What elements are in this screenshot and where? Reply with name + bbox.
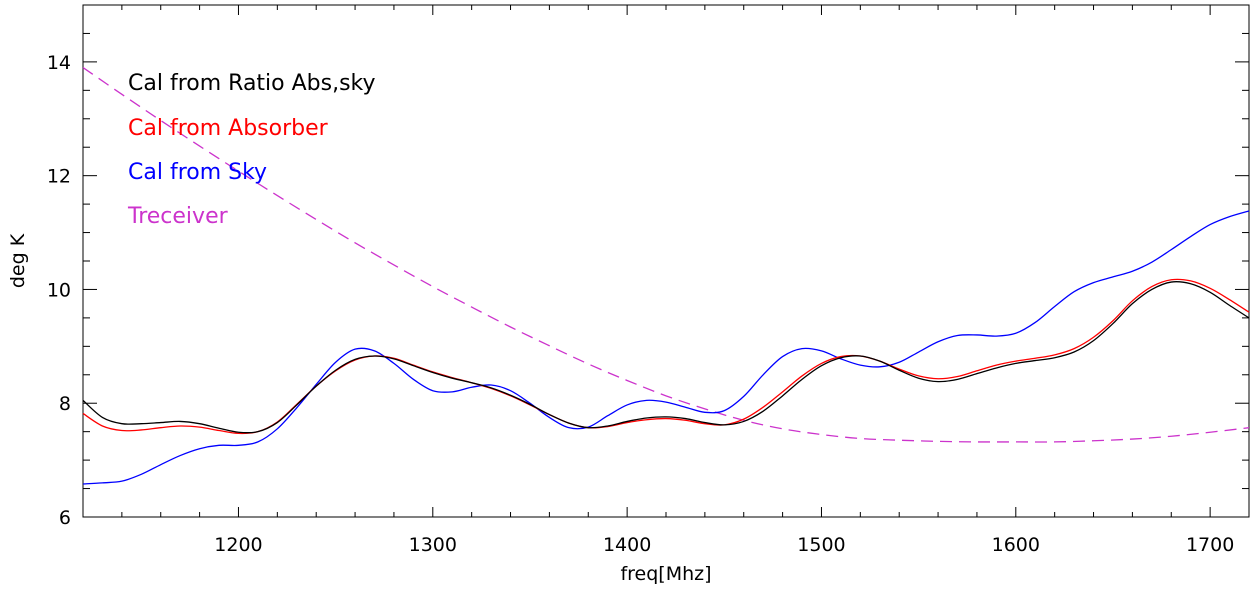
legend-label-cal-absorber: Cal from Absorber bbox=[128, 116, 329, 141]
series-line-cal-from-absorber bbox=[82, 278, 1250, 435]
plot-area: 1200 1300 1400 1500 1600 1700 6 8 10 12 14 bbox=[47, 4, 1250, 556]
series-layer bbox=[82, 67, 1250, 485]
x-tick-label: 1600 bbox=[992, 534, 1040, 556]
y-tick-label: 14 bbox=[47, 52, 71, 74]
legend-label-treceiver: Treceiver bbox=[127, 204, 229, 229]
legend: Cal from Ratio Abs,sky Cal from Absorber… bbox=[127, 71, 376, 229]
y-tick-label: 8 bbox=[59, 393, 71, 415]
x-tick-label: 1500 bbox=[797, 534, 845, 556]
series-line-treceiver bbox=[82, 67, 1250, 443]
y-tick-label: 6 bbox=[59, 507, 71, 529]
x-tick-label: 1400 bbox=[603, 534, 651, 556]
x-axis-title: freq[Mhz] bbox=[620, 563, 711, 585]
y-axis-title: deg K bbox=[7, 233, 29, 288]
legend-label-cal-sky: Cal from Sky bbox=[128, 160, 267, 185]
y-tick-label: 10 bbox=[47, 279, 71, 301]
x-tick-label: 1300 bbox=[409, 534, 457, 556]
x-tick-label: 1700 bbox=[1186, 534, 1234, 556]
series-line-cal-from-ratio-abs-sky bbox=[82, 281, 1250, 434]
legend-label-cal-ratio: Cal from Ratio Abs,sky bbox=[128, 71, 376, 96]
series-line-cal-from-sky bbox=[82, 210, 1250, 485]
tick-layer: 1200 1300 1400 1500 1600 1700 6 8 10 12 14 bbox=[47, 4, 1250, 556]
x-tick-label: 1200 bbox=[214, 534, 262, 556]
y-tick-label: 12 bbox=[47, 166, 71, 188]
